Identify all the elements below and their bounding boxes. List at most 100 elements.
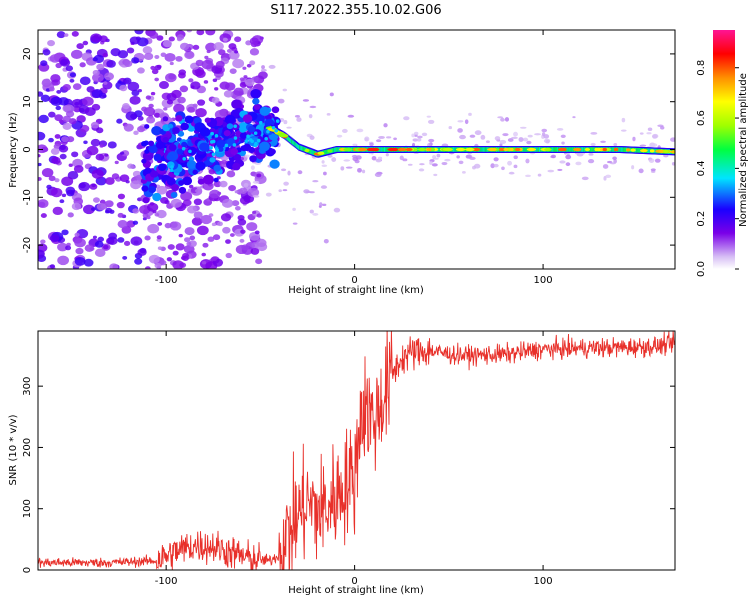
spectrum-blob [165,72,177,83]
spectrum-blob [170,192,178,199]
spectrum-ridge-core [452,147,456,152]
spectrum-blob [225,252,232,259]
spectrum-blob [319,202,323,207]
spectrum-blob [239,132,247,139]
spectrum-blob [65,65,74,72]
colorbar-gradient [713,30,735,269]
spectrum-blob [131,57,140,64]
spectrum-blob [556,128,564,131]
spectrum-blob [152,192,162,202]
spectrum-blob [119,174,130,183]
spectrum-blob [351,154,358,158]
spectrum-blob [169,61,174,66]
spectrum-blob [38,63,50,72]
spectrum-blob [40,60,48,67]
spectrum-blob [357,167,362,173]
spectrum-blob [541,128,548,133]
spectrum-blob [525,158,530,164]
spectrogram-x-tick-label: 100 [534,275,553,286]
spectrum-blob [464,119,469,125]
spectrum-blob [90,207,96,212]
spectrum-peak [487,147,497,152]
spectrum-ridge-core [303,146,306,152]
spectrum-blob [45,78,50,82]
spectrum-ridge-core [336,147,339,152]
spectrum-blob [269,159,280,169]
spectrum-blob [105,177,115,185]
spectrum-blob [92,235,97,239]
spectrum-blob [197,99,206,106]
spectrum-blob [122,255,128,260]
spectrum-blob [312,212,319,216]
spectrum-ridge-core [568,147,571,152]
spectrum-blob [303,189,310,194]
spectrum-blob [38,131,46,141]
spectrum-peak [275,119,280,123]
spectrum-blob [111,173,120,180]
spectrum-peak [210,131,214,136]
spectrum-blob [117,237,125,243]
spectrum-blob [431,163,438,167]
spectrum-blob [191,217,203,226]
spectrum-blob [632,136,636,142]
spectrum-blob [211,256,218,261]
spectrum-blob [154,212,160,217]
spectrum-blob [48,137,54,143]
spectrum-blob [172,127,180,134]
spectrum-blob [192,169,198,175]
spectrum-blob [565,162,571,167]
spectrum-blob [323,171,327,176]
spectrum-blob [326,113,331,116]
spectrum-ridge-core [535,147,538,152]
spectrum-blob [131,165,136,169]
spectrum-blob [58,144,69,153]
spectrum-blob [41,167,54,178]
spectrum-blob [648,158,655,163]
spectrum-ridge-core [521,147,525,152]
spectrum-blob [144,149,150,154]
spectrum-blob [250,165,255,170]
spectrum-blob [49,264,56,269]
spectrum-blob [178,186,187,194]
spectrum-blob [256,238,267,248]
spectrum-blob [125,111,138,121]
spectrum-blob [213,129,219,135]
spectrum-blob [513,164,518,169]
spectrum-blob [119,84,128,92]
spectrum-blob [219,180,228,188]
spectrum-blob [40,213,47,219]
spectrum-blob [559,160,566,164]
spectrum-blob [347,114,355,118]
spectrum-ridge-core [621,147,624,152]
spectrum-peak [649,149,655,153]
spectrum-ridge-core [381,147,384,152]
spectrum-blob [61,229,69,236]
spectrum-blob [268,64,276,69]
spectrum-blob [588,152,594,156]
spectrum-blob [510,136,518,139]
spectrum-blob [230,109,241,118]
spectrum-blob [407,163,413,166]
spectrum-peak [625,148,631,152]
spectrum-blob [47,39,55,47]
spectrum-peak [181,146,186,151]
spectrum-blob [105,209,110,214]
spectrum-ridge-core [382,147,386,152]
snr-y-axis-label: SNR (10 * v/v) [8,414,19,485]
spectrum-blob [76,43,84,50]
spectrum-blob [146,116,156,124]
spectrum-ridge-core [592,147,595,152]
spectrum-ridge-core [482,147,485,152]
spectrum-ridge-core [555,147,559,152]
spectrum-blob [68,163,73,167]
spectrum-blob [83,140,88,145]
spectrum-blob [493,157,499,162]
spectrum-blob [200,214,213,225]
spectrum-blob [177,96,186,104]
spectrum-blob [323,238,329,244]
spectrum-peak [214,134,219,138]
spectrum-blob [428,138,435,143]
spectrum-blob [94,248,106,257]
spectrum-blob [646,132,652,135]
spectrum-blob [224,82,236,91]
